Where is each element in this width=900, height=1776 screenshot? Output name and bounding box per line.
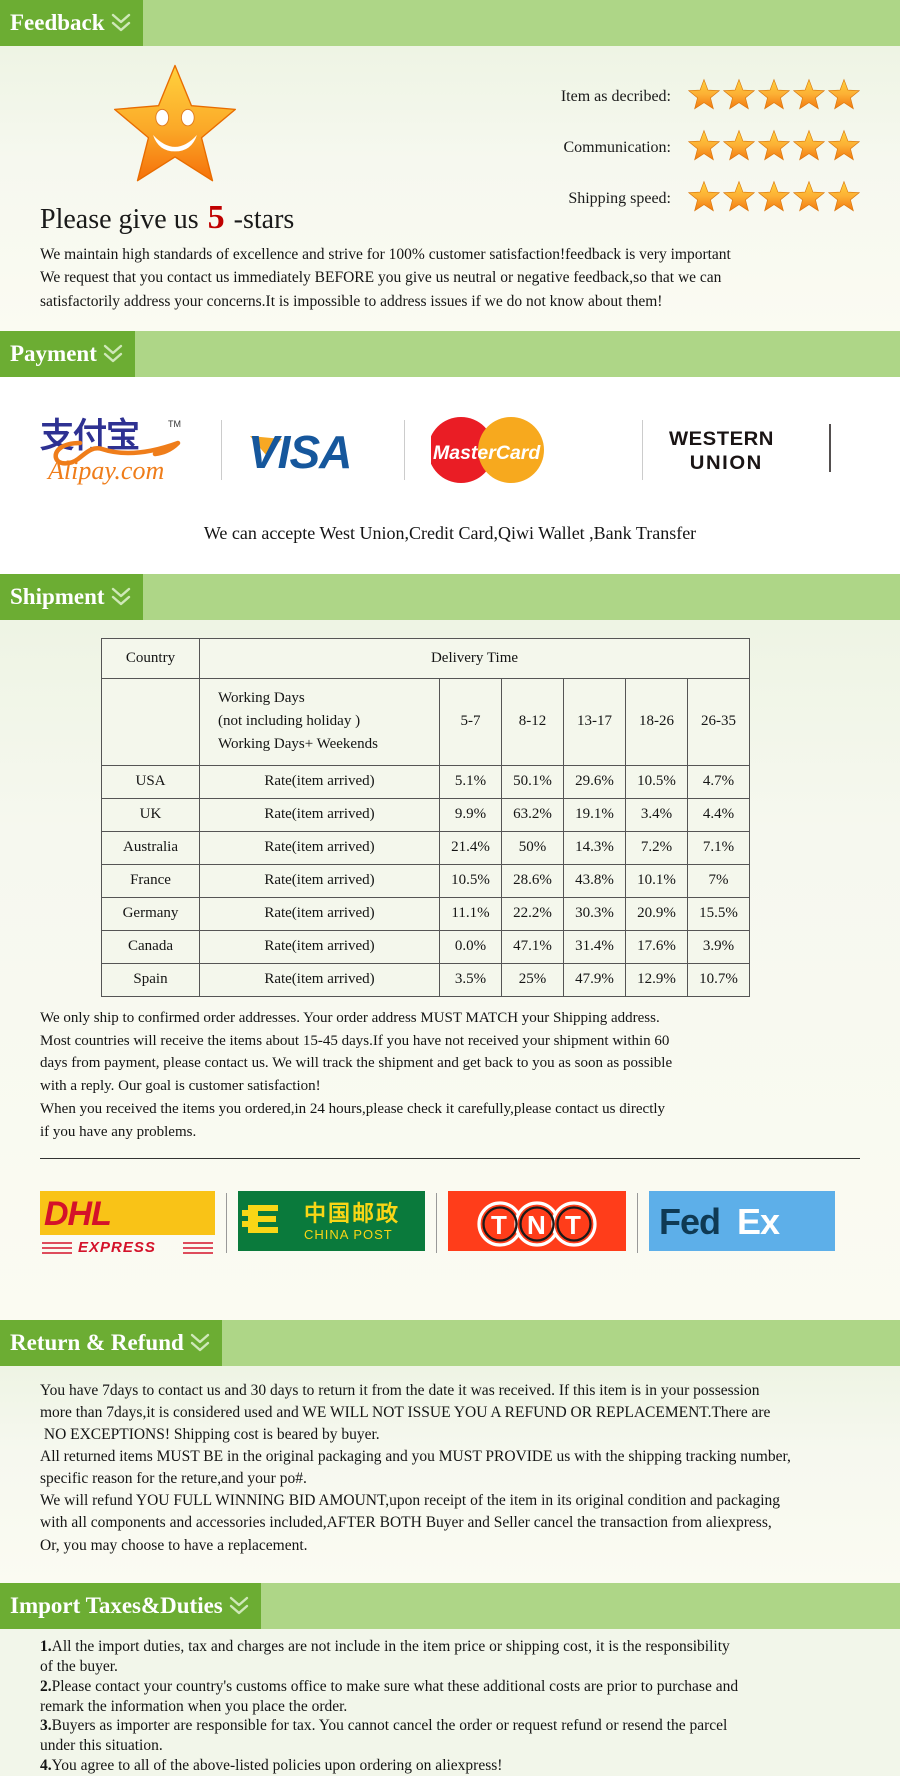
- svg-text:T: T: [565, 1210, 581, 1240]
- svg-text:Fed: Fed: [659, 1201, 720, 1242]
- svg-text:Alipay.com: Alipay.com: [46, 456, 164, 485]
- svg-text:MasterCard: MasterCard: [433, 442, 541, 464]
- svg-text:CHINA POST: CHINA POST: [304, 1227, 393, 1242]
- svg-text:VISA: VISA: [248, 426, 351, 478]
- svg-text:WESTERN: WESTERN: [669, 428, 774, 450]
- svg-text:中国邮政: 中国邮政: [304, 1201, 400, 1226]
- svg-text:DHL: DHL: [44, 1195, 111, 1233]
- svg-text:EXPRESS: EXPRESS: [78, 1239, 156, 1256]
- svg-text:Ex: Ex: [737, 1201, 780, 1242]
- svg-text:T: T: [491, 1210, 507, 1240]
- svg-text:N: N: [527, 1210, 546, 1240]
- svg-text:TM: TM: [168, 419, 181, 429]
- svg-text:UNION: UNION: [690, 452, 763, 474]
